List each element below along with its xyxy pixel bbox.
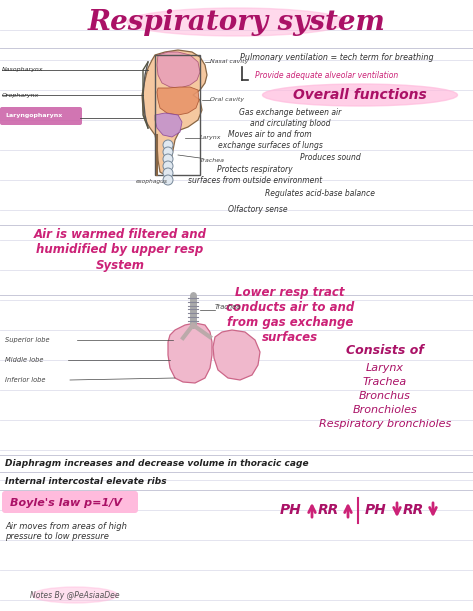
Text: Superior lobe: Superior lobe	[5, 337, 50, 343]
Polygon shape	[142, 50, 207, 175]
Text: Nasal cavity: Nasal cavity	[210, 59, 248, 65]
Text: Bronchus: Bronchus	[359, 391, 411, 401]
FancyBboxPatch shape	[2, 491, 138, 513]
Circle shape	[163, 161, 173, 171]
Circle shape	[163, 147, 173, 157]
Ellipse shape	[263, 84, 457, 106]
Text: PH: PH	[280, 503, 302, 517]
Text: esophagus: esophagus	[136, 180, 168, 185]
Text: Trachea: Trachea	[363, 377, 407, 387]
Polygon shape	[157, 52, 200, 88]
Bar	[155, 55, 200, 175]
FancyBboxPatch shape	[0, 107, 82, 125]
Polygon shape	[213, 330, 260, 380]
Text: Produces sound: Produces sound	[299, 153, 360, 163]
Text: RR: RR	[403, 503, 424, 517]
Text: Trachea: Trachea	[200, 158, 225, 163]
Text: Provide adequate alveolar ventilation: Provide adequate alveolar ventilation	[255, 70, 398, 79]
Polygon shape	[157, 87, 199, 115]
Text: Larynx: Larynx	[366, 363, 404, 373]
Text: Trachea: Trachea	[215, 304, 241, 310]
Text: Olfactory sense: Olfactory sense	[228, 205, 288, 214]
Polygon shape	[155, 113, 182, 137]
Text: RR: RR	[318, 503, 339, 517]
Text: Air is warmed filtered and
humidified by upper resp
System: Air is warmed filtered and humidified by…	[34, 229, 207, 271]
Text: Laryngopharynx: Laryngopharynx	[5, 114, 62, 119]
Text: Oral cavity: Oral cavity	[210, 98, 244, 103]
Text: Internal intercostal elevate ribs: Internal intercostal elevate ribs	[5, 477, 166, 486]
Text: Air moves from areas of high
pressure to low pressure: Air moves from areas of high pressure to…	[5, 522, 127, 541]
Text: Protects respiratory
surfaces from outside environment: Protects respiratory surfaces from outsi…	[188, 166, 322, 185]
Circle shape	[163, 154, 173, 164]
Text: Overall functions: Overall functions	[293, 88, 427, 102]
Text: Pulmonary ventilation = tech term for breathing: Pulmonary ventilation = tech term for br…	[240, 54, 434, 62]
Text: Boyle's law p=1/V: Boyle's law p=1/V	[10, 498, 122, 508]
Text: Respiratory system: Respiratory system	[88, 9, 386, 35]
Text: Lower resp tract
conducts air to and
from gas exchange
surfaces: Lower resp tract conducts air to and fro…	[226, 286, 354, 344]
Text: Respiratory bronchioles: Respiratory bronchioles	[319, 419, 451, 429]
Text: Bronchioles: Bronchioles	[353, 405, 417, 415]
Circle shape	[163, 175, 173, 185]
Text: Gas exchange between air
and circulating blood: Gas exchange between air and circulating…	[239, 108, 341, 128]
Text: PH: PH	[365, 503, 387, 517]
Polygon shape	[168, 323, 212, 383]
Text: Diaphragm increases and decrease volume in thoracic cage: Diaphragm increases and decrease volume …	[5, 458, 308, 467]
Ellipse shape	[127, 8, 347, 36]
Text: Larynx: Larynx	[200, 136, 221, 141]
Text: Notes By @PeAsiaaDee: Notes By @PeAsiaaDee	[30, 590, 120, 599]
Text: Consists of: Consists of	[346, 343, 424, 356]
Text: Inferior lobe: Inferior lobe	[5, 377, 45, 383]
Circle shape	[163, 140, 173, 150]
Circle shape	[163, 168, 173, 178]
Text: Oropharynx: Oropharynx	[2, 92, 39, 98]
Ellipse shape	[33, 587, 117, 603]
Text: Middle lobe: Middle lobe	[5, 357, 44, 363]
Text: Nasopharynx: Nasopharynx	[2, 67, 44, 73]
Text: Moves air to and from
exchange surfaces of lungs: Moves air to and from exchange surfaces …	[218, 130, 323, 150]
Text: Regulates acid-base balance: Regulates acid-base balance	[265, 189, 375, 199]
